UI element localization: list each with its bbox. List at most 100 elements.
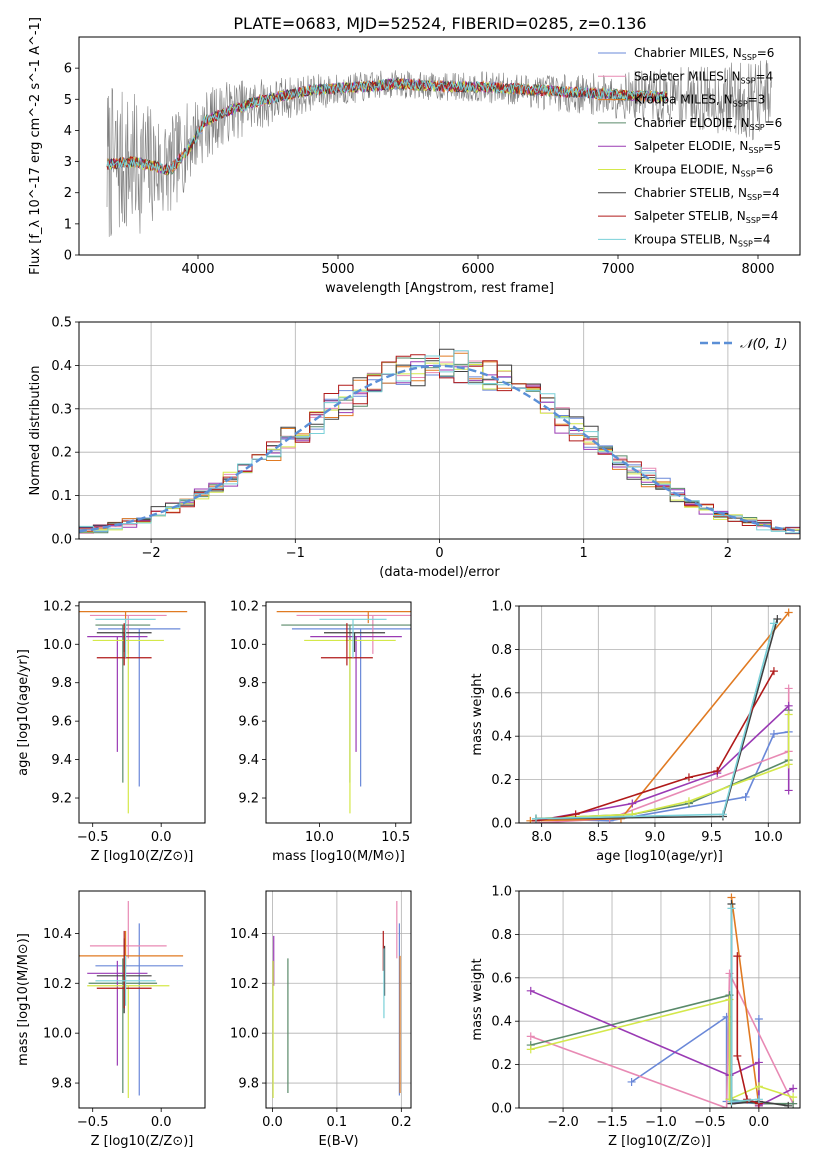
y-tick-label: 10.4 — [43, 927, 72, 942]
weight-point-marker — [754, 1095, 763, 1104]
y-tick-label: 0.4 — [51, 359, 72, 374]
x-tick-label: −2 — [142, 546, 161, 561]
x-tick-label: 0.0 — [749, 1115, 770, 1130]
y-tick-label: 0.8 — [491, 928, 512, 943]
x-tick-label: 0 — [435, 546, 443, 561]
age_vs_z-axes: −0.5 0.0 9.2 9.4 9.6 9.8 10.0 10.2 — [43, 599, 171, 845]
age_vs_mass-plot-area — [276, 611, 411, 814]
residual-histogram — [79, 348, 800, 534]
weight-point-marker — [526, 1045, 535, 1054]
x-tick-label: 9.5 — [701, 830, 722, 845]
x-tick-label: −1.0 — [645, 1115, 677, 1130]
age_vs_mass-axes: 10.0 10.5 9.2 9.4 9.6 9.8 10.0 10.2 — [230, 599, 410, 845]
x-tick-label: −0.5 — [694, 1115, 726, 1130]
y-tick-label: 0.3 — [51, 402, 72, 417]
x-tick-label: −0.5 — [77, 830, 109, 845]
residuals-ylabel: Normed distribution — [28, 366, 43, 496]
y-tick-label: 10.4 — [230, 927, 259, 942]
weight_vs_z-axes: −2.0 −1.5 −1.0 −0.5 0.0 0.0 0.2 0.4 0.6 0.8 1.0 — [491, 885, 800, 1130]
y-tick-label: 10.2 — [43, 599, 72, 614]
weight-point-marker — [784, 786, 793, 795]
weight_vs_age-ylabel: mass weight — [470, 673, 485, 755]
gaussian-curve — [79, 364, 800, 533]
weight-point-marker — [526, 986, 535, 995]
mass_vs_ebv-xlabel: E(B-V) — [318, 1134, 358, 1149]
y-tick-label: 0.1 — [51, 489, 72, 504]
x-tick-label: 10.5 — [381, 830, 410, 845]
y-tick-label: 2 — [64, 186, 72, 201]
age_vs_z-plot-area — [79, 611, 188, 814]
x-tick-label: −0.5 — [77, 1115, 109, 1130]
figure-title: PLATE=0683, MJD=52524, FIBERID=0285, z=0… — [233, 14, 646, 33]
weight-point-marker — [627, 1077, 636, 1086]
x-tick-label: 1 — [580, 546, 588, 561]
y-tick-label: 1.0 — [491, 885, 512, 900]
y-tick-label: 10.0 — [230, 1027, 259, 1042]
y-tick-label: 9.8 — [238, 676, 259, 691]
y-tick-label: 0.8 — [491, 643, 512, 658]
legend-entry: Salpeter MILES, NSSP=4 — [634, 69, 773, 85]
legend-entry: Kroupa STELIB, NSSP=4 — [634, 232, 771, 248]
age_vs_z-ylabel: age [log10(age/yr)] — [16, 649, 31, 776]
x-tick-label: 10.0 — [754, 830, 783, 845]
legend-entry: Chabrier STELIB, NSSP=4 — [634, 186, 780, 202]
weight-series-line — [530, 973, 794, 1108]
x-tick-label: 7000 — [601, 262, 634, 277]
x-tick-label: −1.5 — [596, 1115, 628, 1130]
weight_vs_age-plot-area — [526, 608, 793, 823]
mass_vs_z-ylabel: mass [log10(M/M⊙)] — [16, 933, 31, 1066]
weight-point-marker — [733, 952, 742, 961]
mass_vs_ebv-axes: 0.0 0.1 0.2 9.8 10.0 10.2 10.4 — [230, 891, 412, 1130]
y-tick-label: 4 — [64, 124, 72, 139]
spectrum-plot-area — [106, 60, 772, 237]
weight-point-marker — [784, 710, 793, 719]
y-tick-label: 9.4 — [238, 753, 259, 768]
y-tick-label: 0.0 — [491, 1102, 512, 1117]
y-tick-label: 0.4 — [491, 1015, 512, 1030]
y-tick-label: 1.0 — [491, 600, 512, 615]
y-tick-label: 0.2 — [51, 446, 72, 461]
weight-point-marker — [727, 904, 736, 913]
mass_vs_z-frame — [78, 890, 206, 1109]
spectrum-xlabel: wavelength [Angstrom, rest frame] — [325, 281, 554, 296]
weight-point-marker — [754, 1015, 763, 1024]
x-tick-label: 9.0 — [645, 830, 666, 845]
weight_vs_age-xlabel: age [log10(age/yr)] — [596, 849, 723, 864]
x-tick-label: 0.2 — [391, 1115, 412, 1130]
y-tick-label: 10.0 — [230, 638, 259, 653]
residuals-legend: 𝒩(0, 1) — [700, 337, 787, 352]
y-tick-label: 6 — [64, 62, 72, 77]
residuals-xlabel: (data-model)/error — [379, 565, 500, 580]
x-tick-label: 0.0 — [262, 1115, 283, 1130]
mass_vs_z-axes: −0.5 0.0 9.8 10.0 10.2 10.4 — [43, 927, 171, 1130]
y-tick-label: 0.4 — [491, 730, 512, 745]
weight-point-marker — [531, 814, 540, 823]
age_vs_z-frame — [78, 601, 206, 824]
y-tick-label: 9.2 — [51, 792, 72, 807]
y-tick-label: 10.0 — [43, 638, 72, 653]
x-tick-label: 8.5 — [588, 830, 609, 845]
weight-point-marker — [784, 760, 793, 769]
y-tick-label: 10.2 — [230, 599, 259, 614]
x-tick-label: 0.1 — [327, 1115, 348, 1130]
x-tick-label: −1 — [286, 546, 305, 561]
y-tick-label: 10.2 — [43, 977, 72, 992]
mass_vs_z-plot-area — [79, 900, 184, 1099]
y-tick-label: 0.5 — [51, 316, 72, 331]
age_vs_mass-xlabel: mass [log10(M/M⊙)] — [272, 849, 405, 864]
weight_vs_age-axes: 8.0 8.5 9.0 9.5 10.0 0.0 0.2 0.4 0.6 0.8 1.0 — [491, 600, 800, 845]
mass_vs_z-xlabel: Z [log10(Z/Z⊙)] — [91, 1134, 194, 1149]
residuals-frame — [78, 321, 801, 540]
weight-point-marker — [754, 1082, 763, 1091]
legend-entry: Kroupa MILES, NSSP=3 — [634, 93, 765, 109]
x-tick-label: −2.0 — [547, 1115, 579, 1130]
y-tick-label: 0.0 — [491, 817, 512, 832]
y-tick-label: 0.0 — [51, 533, 72, 548]
y-tick-label: 3 — [64, 155, 72, 170]
weight-point-marker — [789, 1084, 798, 1093]
legend-entry: Salpeter ELODIE, NSSP=5 — [634, 139, 781, 155]
x-tick-label: 8.0 — [531, 830, 552, 845]
spectrum-ylabel: Flux [f_λ 10^-17 erg cm^-2 s^-1 A^-1] — [28, 17, 43, 275]
weight-point-marker — [733, 1051, 742, 1060]
